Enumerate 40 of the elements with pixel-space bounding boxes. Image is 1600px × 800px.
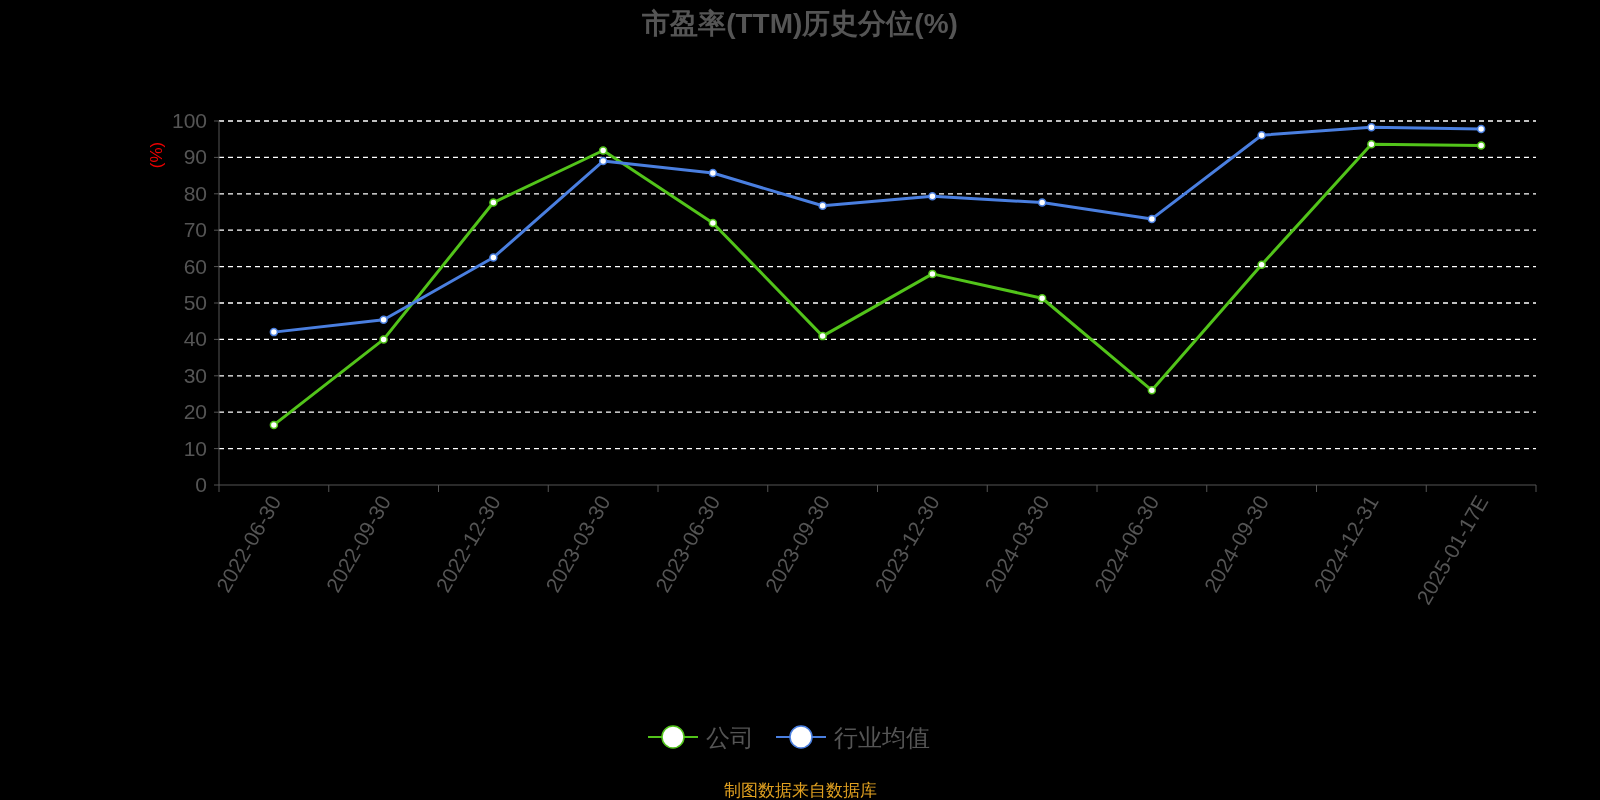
y-tick-label: 60 xyxy=(183,254,207,278)
y-tick-label: 10 xyxy=(183,436,207,460)
point xyxy=(269,327,279,337)
y-tick-label: 70 xyxy=(183,218,207,242)
point xyxy=(489,198,498,207)
point xyxy=(928,192,937,201)
point xyxy=(928,269,937,279)
point xyxy=(708,218,718,228)
point xyxy=(1257,260,1266,270)
y-tick-label: 20 xyxy=(183,400,207,424)
point xyxy=(708,168,718,178)
chart-title: 市盈率(TTM)历史分位(%) xyxy=(641,8,958,39)
text: 制图数据来自数据库 xyxy=(723,781,877,800)
y-tick-label: 30 xyxy=(183,363,207,387)
y-tick-label: 40 xyxy=(183,327,207,351)
y-tick-label: 50 xyxy=(183,291,207,314)
point xyxy=(1367,140,1376,149)
point xyxy=(1147,386,1157,395)
legend-label: 行业均值 xyxy=(834,724,930,751)
point xyxy=(379,335,388,344)
legend-label: 公司 xyxy=(706,724,754,751)
y-tick-label: 0 xyxy=(195,473,207,496)
point xyxy=(1257,130,1266,140)
point xyxy=(1367,122,1376,132)
y-axis-title: (%) xyxy=(147,141,166,169)
point xyxy=(598,156,608,166)
point xyxy=(379,315,388,324)
y-tick-label: 90 xyxy=(183,145,207,169)
point xyxy=(1476,141,1486,150)
point xyxy=(818,201,827,211)
y-tick-label: 80 xyxy=(183,181,207,205)
point xyxy=(598,146,608,155)
y-tick-label: 100 xyxy=(171,109,207,132)
point xyxy=(1147,214,1157,224)
point xyxy=(489,253,498,262)
point xyxy=(1476,124,1486,134)
point xyxy=(818,331,827,341)
point xyxy=(269,420,279,430)
point xyxy=(1037,294,1047,303)
point xyxy=(1037,198,1047,207)
